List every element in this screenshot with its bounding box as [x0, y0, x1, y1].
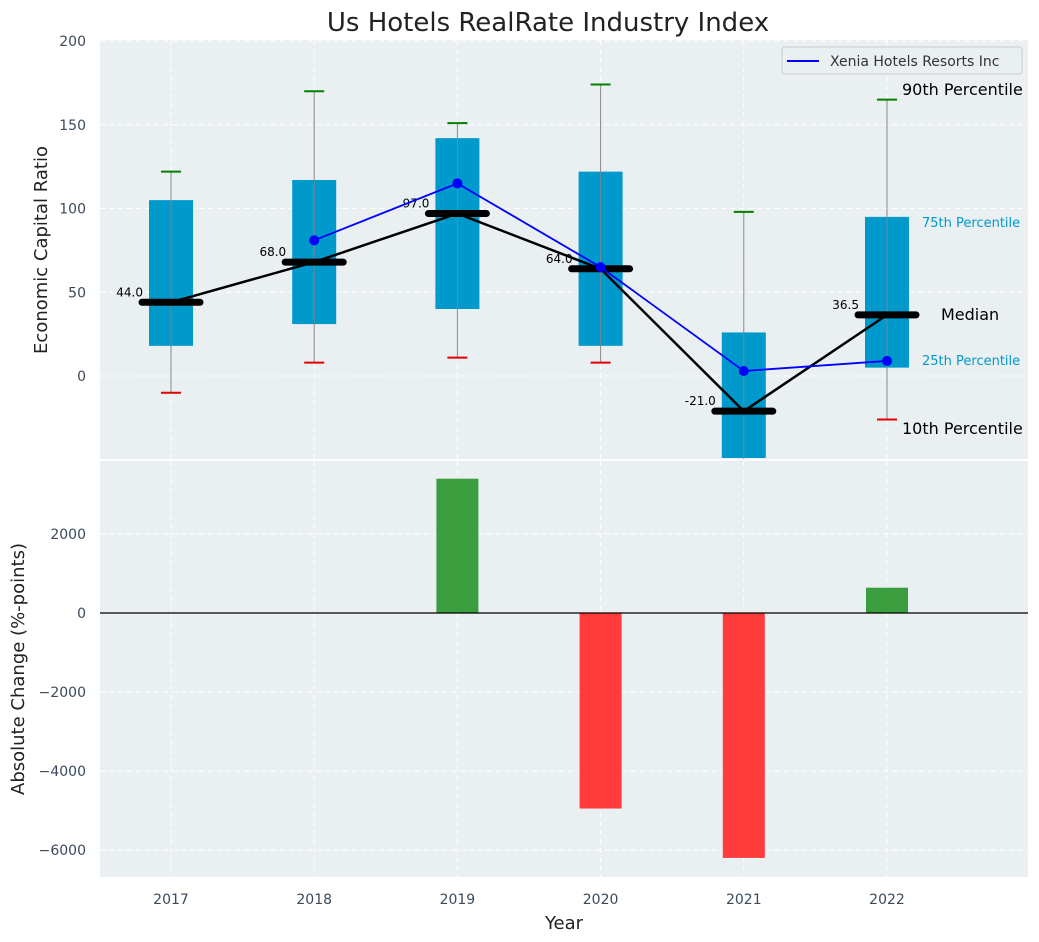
y-tick-label: 0 — [77, 369, 86, 385]
annotation-median: Median — [941, 305, 999, 324]
y-tick-label: 200 — [59, 34, 86, 50]
legend-box — [781, 46, 1023, 75]
x-tick-label: 2021 — [726, 892, 762, 908]
bottom-panel: −6000 −4000 −2000 0 2000 2017 2018 2019 2020 202… — [8, 461, 1028, 934]
median-trend-line — [170, 212, 888, 413]
company-point — [452, 178, 463, 189]
x-tick-label: 2022 — [869, 892, 905, 908]
change-bar — [579, 613, 622, 809]
bottom-y-axis-title: Absolute Change (%-points) — [8, 543, 29, 795]
x-axis-title: Year — [544, 913, 584, 934]
annotation-p10: 10th Percentile — [902, 419, 1023, 438]
legend[interactable]: Xenia Hotels Resorts Inc — [781, 46, 1023, 75]
y-tick-label: −6000 — [39, 843, 86, 859]
annotation-p90: 90th Percentile — [902, 80, 1023, 99]
change-bars — [436, 478, 908, 858]
company-point — [309, 235, 320, 246]
median-value-label: -21.0 — [685, 394, 716, 408]
x-tick-label: 2018 — [296, 892, 332, 908]
annotation-p25: 25th Percentile — [922, 354, 1020, 369]
trend-lines: 44.0 68.0 97.0 64.0 -21.0 36.5 — [116, 178, 920, 415]
top-panel: 0 50 100 150 200 44.0 68.0 97.0 64.0 -21.0 36.5 9… — [31, 34, 1028, 459]
median-value-label: 68.0 — [259, 245, 286, 259]
company-point — [882, 355, 892, 366]
change-bar — [722, 613, 765, 858]
company-point — [595, 262, 606, 273]
change-bar — [866, 587, 908, 613]
chart-title: Us Hotels RealRate Industry Index — [327, 8, 769, 38]
company-point — [738, 365, 749, 376]
median-value-label: 36.5 — [832, 298, 859, 312]
top-y-axis-title: Economic Capital Ratio — [31, 146, 52, 354]
annotation-p75: 75th Percentile — [922, 216, 1020, 231]
y-tick-label: 2000 — [50, 527, 86, 543]
y-tick-label: 150 — [59, 118, 86, 134]
median-value-label: 44.0 — [116, 285, 143, 299]
y-tick-label: 0 — [77, 606, 86, 622]
median-value-label: 97.0 — [403, 197, 430, 211]
change-bar — [436, 478, 479, 613]
top-y-ticks: 0 50 100 150 200 — [59, 34, 86, 385]
y-tick-label: 100 — [59, 202, 86, 218]
y-tick-label: −2000 — [39, 685, 86, 701]
x-ticks: 2017 2018 2019 2020 2021 2022 — [153, 892, 905, 908]
legend-label: Xenia Hotels Resorts Inc — [830, 54, 999, 70]
bottom-panel-background — [100, 461, 1028, 877]
x-tick-label: 2019 — [440, 892, 476, 908]
y-tick-label: 50 — [68, 285, 86, 301]
bottom-y-ticks: −6000 −4000 −2000 0 2000 — [39, 527, 86, 859]
median-value-label: 64.0 — [546, 252, 573, 266]
x-tick-label: 2020 — [583, 892, 619, 908]
y-tick-label: −4000 — [39, 764, 86, 780]
percentile-annotations: 90th Percentile 75th Percentile Median 25th… — [902, 80, 1023, 438]
x-tick-label: 2017 — [153, 892, 189, 908]
